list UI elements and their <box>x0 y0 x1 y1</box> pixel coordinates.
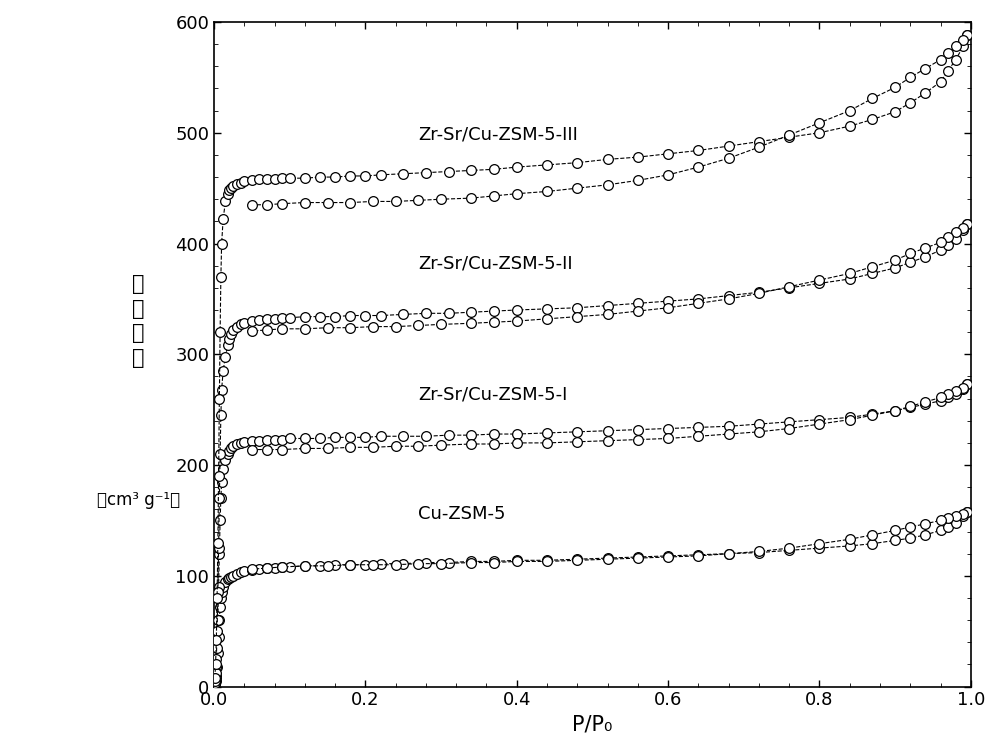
X-axis label: P/P₀: P/P₀ <box>572 715 613 735</box>
Text: Zr-Sr/Cu-ZSM-5-I: Zr-Sr/Cu-ZSM-5-I <box>418 385 568 403</box>
Text: Cu-ZSM-5: Cu-ZSM-5 <box>418 505 506 523</box>
Text: 吸
附
体
积: 吸 附 体 积 <box>132 274 145 368</box>
Text: Zr-Sr/Cu-ZSM-5-II: Zr-Sr/Cu-ZSM-5-II <box>418 254 573 272</box>
Text: （cm³ g⁻¹）: （cm³ g⁻¹） <box>97 491 180 509</box>
Text: Zr-Sr/Cu-ZSM-5-III: Zr-Sr/Cu-ZSM-5-III <box>418 126 578 144</box>
